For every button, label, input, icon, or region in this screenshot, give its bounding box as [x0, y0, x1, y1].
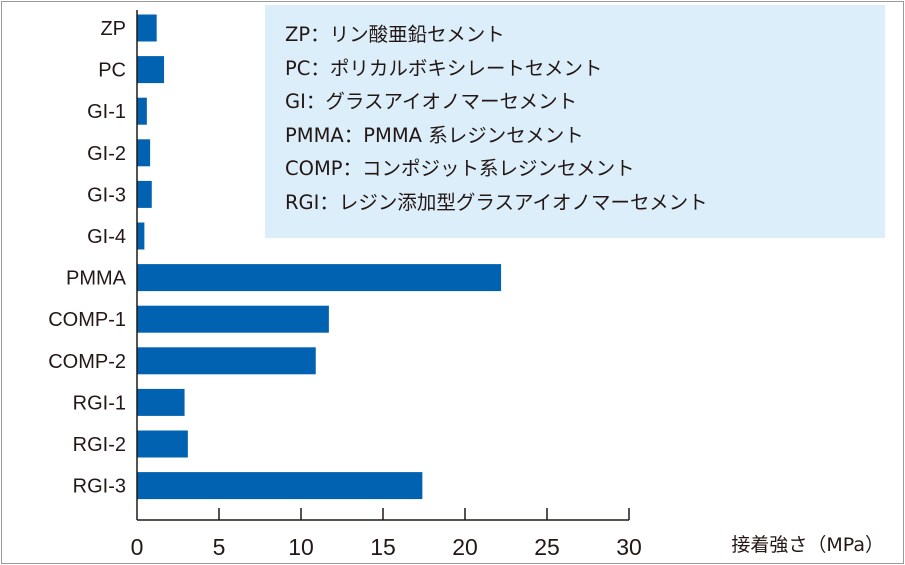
x-tick-label: 20 [452, 534, 478, 560]
legend-entry: RGI：レジン添加型グラスアイオノマーセメント [285, 190, 708, 214]
bar-rgi-2 [137, 430, 188, 458]
bar-gi-2 [137, 139, 151, 167]
bar-gi-1 [137, 97, 147, 125]
legend-entry: GI：グラスアイオノマーセメント [285, 90, 578, 114]
legend-entry: PC：ポリカルボキシレートセメント [285, 56, 603, 80]
category-label: GI-1 [87, 101, 126, 123]
bar-gi-3 [137, 180, 152, 208]
bar-zp [137, 14, 157, 42]
bar-comp-1 [137, 305, 329, 333]
bar-gi-4 [137, 222, 145, 250]
category-label: PC [98, 60, 126, 82]
category-label: COMP-1 [48, 309, 126, 331]
legend-entry: COMP：コンポジット系レジンセメント [285, 157, 635, 181]
x-tick-label: 30 [616, 534, 642, 560]
category-label: RGI-2 [73, 434, 126, 456]
x-tick-label: 5 [213, 534, 226, 560]
category-label: RGI-3 [73, 476, 126, 498]
category-label: ZP [100, 18, 126, 40]
x-axis-label: 接着強さ（MPa） [731, 534, 884, 556]
legend-entry: PMMA：PMMA 系レジンセメント [285, 123, 584, 147]
bar-rgi-1 [137, 388, 185, 416]
x-tick-label: 0 [131, 534, 144, 560]
legend-entry: ZP：リン酸亜鉛セメント [285, 23, 505, 46]
bar-comp-2 [137, 347, 316, 375]
bar-pmma [137, 264, 502, 292]
category-label: COMP-2 [48, 351, 126, 373]
bar-pc [137, 56, 165, 84]
legend: ZP：リン酸亜鉛セメント PC：ポリカルボキシレートセメント GI：グラスアイオノマ… [265, 5, 885, 238]
x-tick-label: 10 [288, 534, 314, 560]
x-tick-label: 15 [370, 534, 396, 560]
category-label: GI-2 [87, 143, 126, 165]
bar-rgi-3 [137, 472, 423, 500]
category-label: RGI-1 [73, 392, 126, 414]
category-label: GI-3 [87, 184, 126, 206]
category-label: GI-4 [87, 226, 126, 248]
x-tick-label: 25 [534, 534, 560, 560]
category-label: PMMA [66, 268, 127, 290]
